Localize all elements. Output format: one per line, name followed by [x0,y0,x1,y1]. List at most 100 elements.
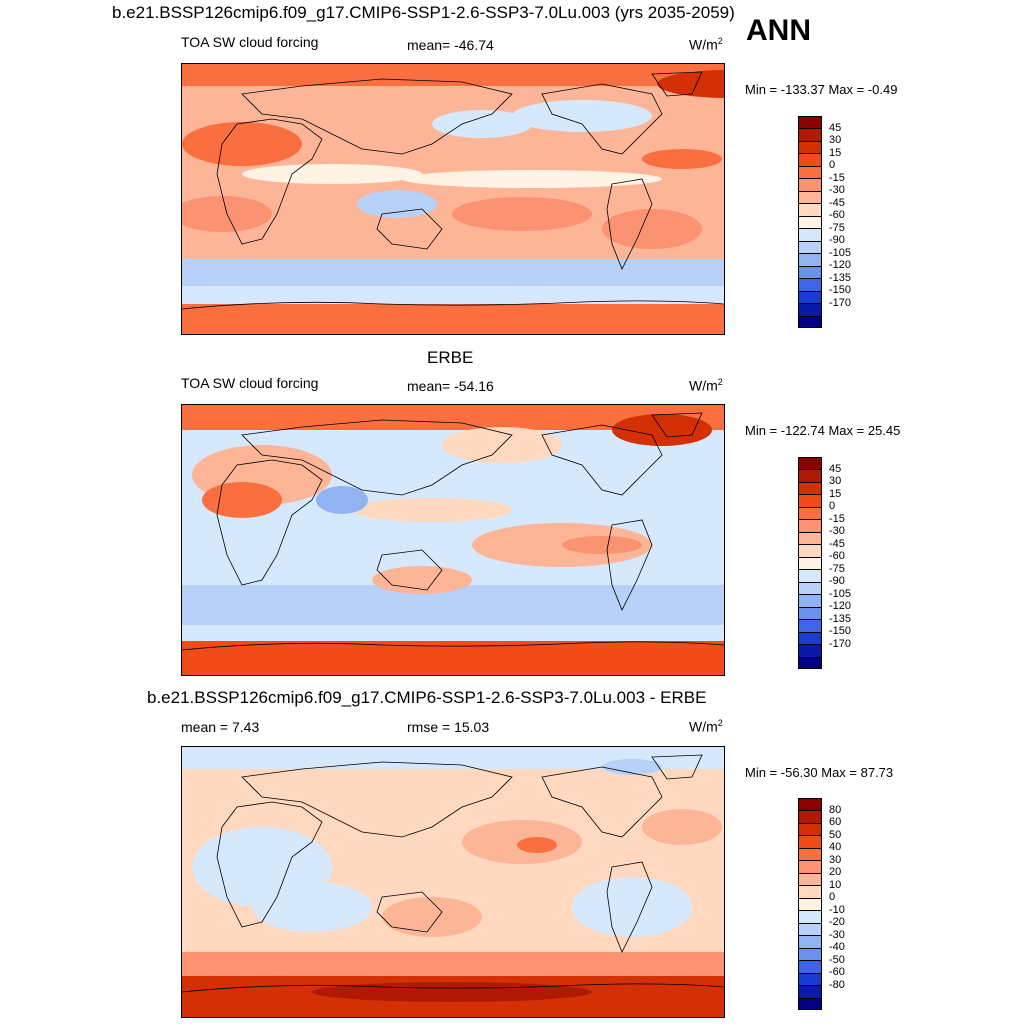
colorbar-swatch [798,494,822,507]
colorbar-tick-label: -30 [829,928,845,941]
colorbar-swatch [798,303,822,316]
colorbar-tick-label: 45 [829,462,842,475]
colorbar-swatch [798,153,822,166]
panel-3-units: W/m2 [689,718,723,735]
colorbar-tick-label: 0 [829,500,836,513]
panel-1-title: b.e21.BSSP126cmip6.f09_g17.CMIP6-SSP1-2.… [112,3,735,22]
colorbar-swatch [798,506,822,520]
colorbar-swatch [798,481,822,495]
colorbar-swatch [798,960,822,973]
colorbar-tick-label: -80 [829,978,845,991]
colorbar-swatch [798,240,822,254]
colorbar-tick-label: -75 [829,562,845,575]
colorbar-swatch [798,606,822,620]
colorbar-swatch [798,897,822,911]
colorbar-tick-label: 20 [829,866,842,879]
panel-1-variable-label: TOA SW cloud forcing [181,34,319,50]
colorbar-tick-label: -90 [829,575,845,588]
colorbar-tick-label: -105 [829,246,852,259]
colorbar-tick-label: 15 [829,487,842,500]
panel-3-title: b.e21.BSSP126cmip6.f09_g17.CMIP6-SSP1-2.… [147,688,707,707]
colorbar-tick-label: -135 [829,612,852,625]
colorbar-tick-label: -50 [829,953,845,966]
colorbar-swatch [798,178,822,191]
colorbar-swatch [798,985,822,998]
panel-2-variable-label: TOA SW cloud forcing [181,375,319,391]
panel-2-title: ERBE [427,348,474,367]
colorbar-tick-label: 30 [829,134,842,147]
colorbar-tick-label: -60 [829,209,845,222]
colorbar-swatch [798,519,822,532]
colorbar-tick-label: -45 [829,537,845,550]
colorbar-tick-label: -15 [829,512,845,525]
panel-1-colorbar-frame [798,116,822,328]
colorbar-swatch [798,457,822,470]
colorbar-swatch [798,116,822,129]
colorbar-swatch [798,190,822,204]
panel-2-map-graphic [182,405,724,675]
panel-1-units: W/m2 [689,36,723,53]
colorbar-swatch [798,947,822,961]
colorbar-swatch [798,847,822,861]
colorbar-swatch [798,544,822,557]
colorbar-tick-label: 45 [829,121,842,134]
colorbar-tick-label: -150 [829,284,852,297]
colorbar-swatch [798,644,822,657]
colorbar-swatch [798,215,822,229]
colorbar-tick-label: -90 [829,234,845,247]
panel-2-units: W/m2 [689,377,723,394]
panel-3-mean: mean = 7.43 [181,719,260,735]
colorbar-swatch [798,556,822,570]
colorbar-tick-label: -170 [829,296,852,309]
panel-1-map [181,63,725,335]
colorbar-swatch [798,922,822,936]
colorbar-swatch [798,569,822,582]
colorbar-swatch [798,972,822,986]
colorbar-tick-label: -75 [829,221,845,234]
colorbar-swatch [798,619,822,632]
panel-2-minmax: Min = -122.74 Max = 25.45 [745,423,901,438]
colorbar-tick-label: 15 [829,146,842,159]
colorbar-swatch [798,885,822,898]
colorbar-tick-label: -30 [829,525,845,538]
panel-2-colorbar: 45 30 15 0 -15 -30 -45 -60 -75 -90 -105 -120 -135 -15… [798,457,868,669]
colorbar-swatch [798,203,822,216]
colorbar-swatch [798,631,822,645]
colorbar-tick-label: -150 [829,625,852,638]
colorbar-swatch [798,253,822,266]
colorbar-tick-label: -30 [829,184,845,197]
colorbar-swatch [798,835,822,848]
panel-3-map [181,746,725,1018]
panel-3-rmse: rmse = 15.03 [407,719,490,735]
colorbar-swatch [798,860,822,873]
colorbar-swatch [798,997,822,1010]
colorbar-tick-label: 50 [829,828,842,841]
colorbar-tick-label: -60 [829,550,845,563]
colorbar-swatch [798,935,822,948]
colorbar-tick-label: 80 [829,803,842,816]
colorbar-tick-label: -10 [829,903,845,916]
panel-3-map-graphic [182,747,724,1017]
colorbar-tick-label: -45 [829,196,845,209]
panel-1-colorbar: 45 30 15 0 -15 -30 -45 -60 -75 -90 -105 -120 -135 -15… [798,116,868,328]
colorbar-swatch [798,872,822,886]
colorbar-swatch [798,594,822,607]
colorbar-swatch [798,531,822,545]
panel-3-minmax: Min = -56.30 Max = 87.73 [745,765,894,780]
panel-1-mean: mean= -46.74 [407,37,494,53]
colorbar-tick-label: -170 [829,637,852,650]
colorbar-tick-label: -120 [829,600,852,613]
panel-1-minmax: Min = -133.37 Max = -0.49 [745,82,898,97]
panel-2-map [181,404,725,676]
colorbar-swatch [798,128,822,141]
colorbar-swatch [798,140,822,154]
colorbar-tick-label: 0 [829,891,836,904]
colorbar-swatch [798,165,822,179]
colorbar-tick-label: 60 [829,816,842,829]
colorbar-swatch [798,290,822,304]
colorbar-tick-label: 0 [829,159,836,172]
colorbar-tick-label: 10 [829,878,842,891]
panel-3-colorbar-frame [798,798,822,1010]
colorbar-tick-label: -40 [829,941,845,954]
colorbar-swatch [798,656,822,669]
